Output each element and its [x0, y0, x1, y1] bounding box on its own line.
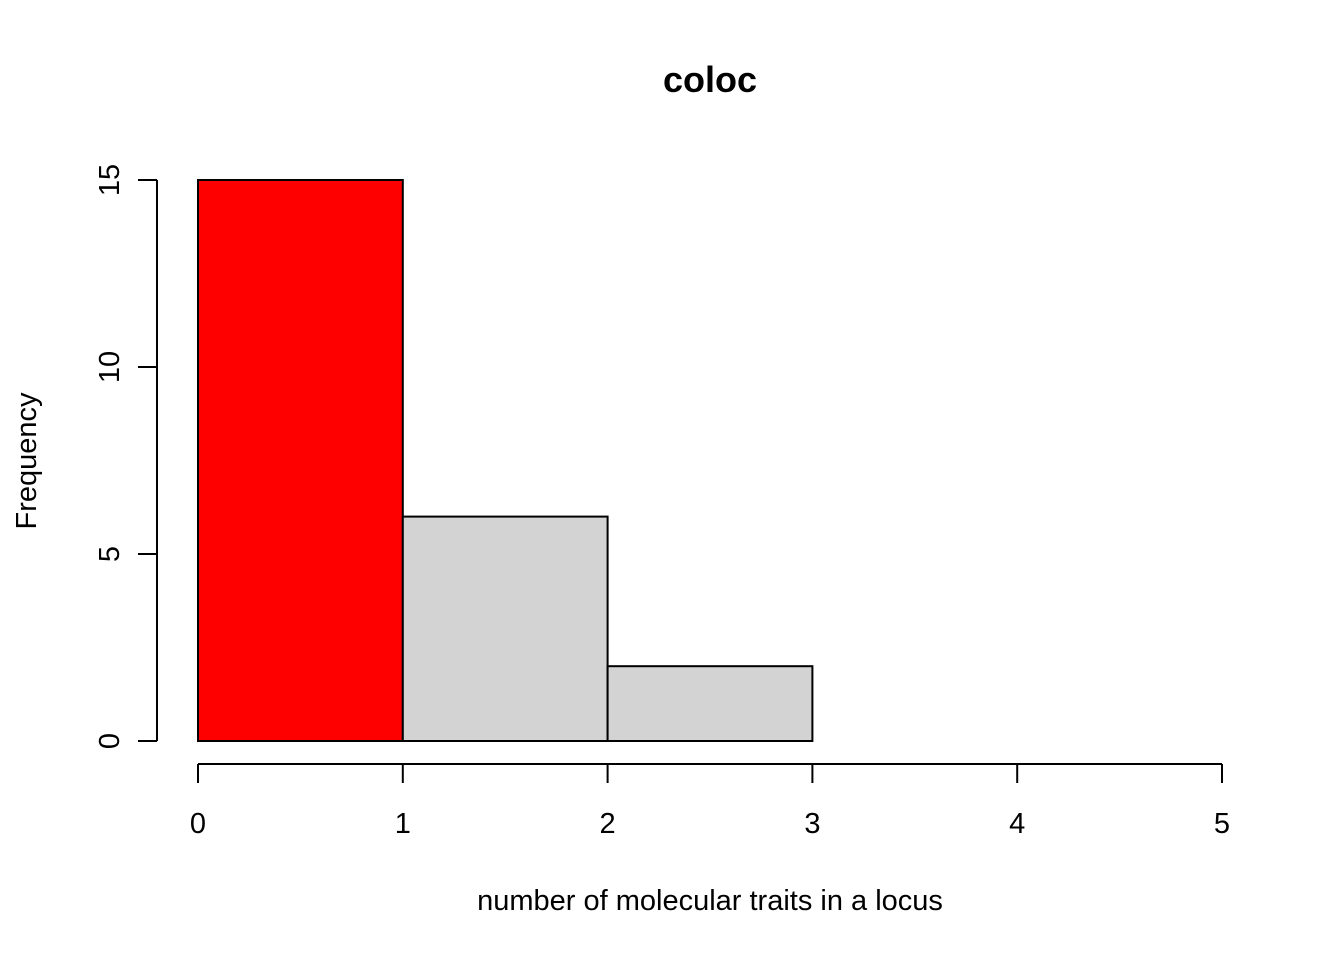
y-axis-label: Frequency	[11, 392, 43, 530]
x-tick-label-5: 5	[1214, 808, 1230, 840]
x-tick-label-3: 3	[804, 808, 820, 840]
bars-group	[197, 179, 814, 743]
histogram-bar-2	[606, 665, 814, 743]
x-tick-label-4: 4	[1009, 808, 1025, 840]
y-tick-label-3: 15	[94, 164, 126, 196]
chart-title: coloc	[663, 59, 757, 100]
y-tick-label-0: 0	[94, 733, 126, 749]
histogram-bar-1	[401, 515, 609, 742]
x-axis-ticks: 0 1 2 3 4 5	[190, 764, 1230, 840]
y-axis-ticks: 0 5 10 15	[94, 164, 157, 749]
x-tick-label-2: 2	[600, 808, 616, 840]
x-axis-label: number of molecular traits in a locus	[477, 885, 943, 917]
x-tick-label-1: 1	[395, 808, 411, 840]
histogram-bar-0	[197, 179, 404, 742]
y-tick-label-2: 10	[94, 351, 126, 383]
x-tick-label-0: 0	[190, 808, 206, 840]
y-tick-label-1: 5	[94, 546, 126, 562]
